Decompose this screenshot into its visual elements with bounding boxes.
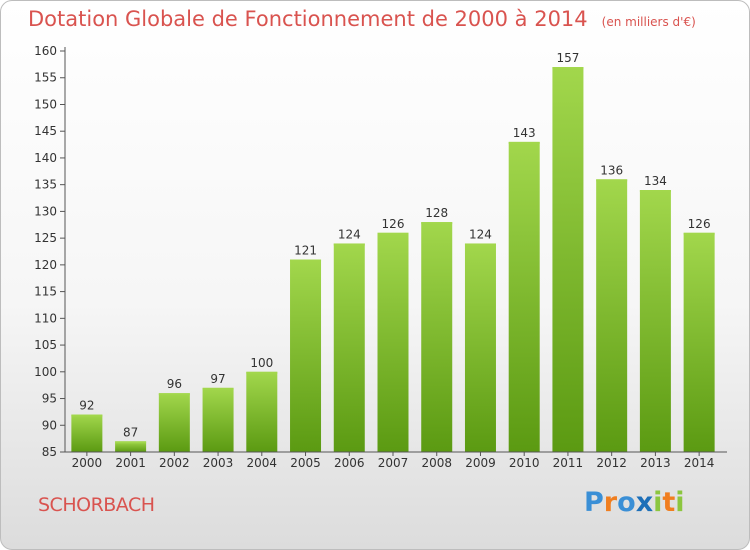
bar-value-label: 143 (513, 126, 536, 140)
bars: 92 87 96 97 100 121 124 126 128 124 143 157 136 134 12… (71, 51, 715, 453)
commune-name: SCHORBACH (38, 494, 155, 516)
bar-value-label: 121 (294, 244, 317, 258)
y-tick-label: 100 (34, 365, 57, 379)
bar (290, 259, 322, 452)
bar-value-label: 96 (167, 377, 182, 391)
logo-letter: P (584, 487, 604, 518)
bar-top (158, 393, 190, 396)
logo-letter: x (635, 487, 654, 518)
bar-value-label: 134 (644, 174, 667, 188)
y-tick-label: 135 (34, 178, 57, 192)
y-tick-label: 105 (34, 338, 57, 352)
bar (71, 414, 103, 452)
logo-letter: i (653, 487, 663, 518)
proxiti-logo: Proxiti (584, 487, 694, 527)
bar (333, 243, 365, 452)
y-tick-label: 120 (34, 258, 57, 272)
bar (552, 67, 584, 452)
bar (421, 222, 453, 452)
x-tick-label: 2006 (334, 456, 365, 470)
title-text: Dotation Globale de Fonctionnement de 20… (28, 7, 588, 31)
bar (464, 243, 496, 452)
x-tick-label: 2002 (159, 456, 190, 470)
x-tick-label: 2001 (115, 456, 146, 470)
y-tick-label: 90 (42, 418, 57, 432)
bar-top (683, 232, 715, 235)
y-tick-label: 125 (34, 231, 57, 245)
bar-top (464, 243, 496, 246)
bar-value-label: 92 (79, 399, 94, 413)
bar-value-label: 100 (250, 356, 273, 370)
bar-value-label: 124 (469, 227, 492, 241)
bar (202, 387, 234, 452)
logo-letter: o (617, 487, 636, 518)
bar (508, 141, 540, 453)
bar-top (639, 190, 671, 193)
bar (246, 371, 278, 452)
bar (158, 393, 190, 452)
x-tick-label: 2008 (421, 456, 452, 470)
x-axis: 2000 2001 2002 2003 2004 2005 2006 2007 2008 2009… (65, 451, 727, 470)
bar (596, 179, 628, 452)
bar-value-label: 136 (600, 163, 623, 177)
logo-letter: r (603, 487, 618, 518)
bar-top (290, 259, 322, 262)
bar-top (596, 179, 628, 182)
y-axis: 85 90 95 100 105 110 115 120 125 130 135 140 145 150 1… (34, 44, 66, 459)
x-tick-label: 2009 (465, 456, 496, 470)
y-tick-label: 110 (34, 311, 57, 325)
bar-top (115, 441, 147, 444)
title-unit: (en milliers d'€) (601, 15, 696, 29)
y-tick-label: 160 (34, 44, 57, 58)
bar-top (333, 243, 365, 246)
y-tick-label: 155 (34, 71, 57, 85)
bar-value-label: 126 (688, 217, 711, 231)
bar-top (508, 141, 540, 144)
bar-top (246, 371, 278, 374)
bar (639, 190, 671, 452)
bar-value-label: 128 (425, 206, 448, 220)
x-tick-label: 2011 (553, 456, 584, 470)
bar-top (377, 232, 409, 235)
x-tick-label: 2012 (596, 456, 627, 470)
logo-letter: i (675, 487, 685, 518)
x-tick-label: 2003 (203, 456, 234, 470)
x-tick-label: 2000 (72, 456, 103, 470)
bar-top (71, 414, 103, 417)
y-tick-label: 85 (42, 445, 57, 459)
x-tick-label: 2007 (378, 456, 409, 470)
x-tick-label: 2004 (247, 456, 278, 470)
y-tick-label: 115 (34, 285, 57, 299)
logo-letter: t (662, 487, 676, 518)
x-tick-label: 2013 (640, 456, 671, 470)
bar-value-label: 157 (556, 51, 579, 65)
bar (377, 232, 409, 452)
bar-top (202, 387, 234, 390)
y-tick-label: 95 (42, 392, 57, 406)
bar-top (421, 222, 453, 225)
bar (683, 232, 715, 452)
bar-top (552, 67, 584, 70)
bar-value-label: 126 (382, 217, 405, 231)
x-tick-label: 2010 (509, 456, 540, 470)
bar-value-label: 97 (210, 372, 225, 386)
y-tick-label: 140 (34, 151, 57, 165)
x-tick-label: 2014 (684, 456, 715, 470)
bar-value-label: 87 (123, 425, 138, 439)
y-tick-label: 130 (34, 204, 57, 218)
chart-title: Dotation Globale de Fonctionnement de 20… (28, 7, 696, 31)
bar-value-label: 124 (338, 227, 361, 241)
x-tick-label: 2005 (290, 456, 321, 470)
y-tick-label: 150 (34, 97, 57, 111)
bar (115, 441, 147, 452)
logo-text: Proxiti (584, 487, 685, 518)
y-tick-label: 145 (34, 124, 57, 138)
